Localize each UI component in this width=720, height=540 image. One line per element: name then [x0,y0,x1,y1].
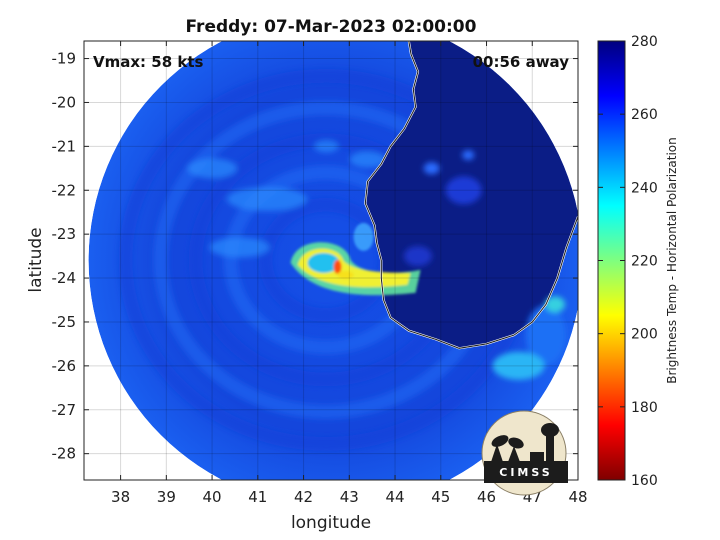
colorbar-tick-label: 220 [631,254,658,270]
y-tick-label: -19 [52,50,77,68]
x-tick-label: 44 [385,488,404,506]
x-tick-label: 40 [203,488,222,506]
x-tick-label: 39 [157,488,176,506]
y-tick-label: -22 [52,181,77,199]
colorbar-tick-label: 240 [631,180,658,196]
logo-text: CIMSS [499,466,552,479]
time-away-annotation: 00:56 away [473,53,570,71]
x-tick-label: 43 [340,488,359,506]
vmax-annotation: Vmax: 58 kts [93,53,203,71]
cloud-patch [187,158,238,179]
x-tick-label: 42 [294,488,313,506]
land-cell [445,176,482,205]
x-tick-label: 41 [248,488,267,506]
land-cell [492,351,545,380]
y-tick-label: -20 [52,93,77,111]
eyewall-cell [337,270,354,279]
y-tick-label: -23 [52,225,77,243]
y-tick-label: -28 [52,445,77,463]
y-axis: -19 -20 -21 -22 -23 -24 -25 -26 -27 -28 [52,50,578,463]
y-tick-label: -25 [52,313,77,331]
y-tick-label: -21 [52,137,77,155]
x-axis-label: longitude [291,513,371,533]
cloud-patch [314,140,339,153]
x-tick-label: 46 [477,488,496,506]
colorbar-tick-label: 160 [631,473,658,489]
land-cell [525,305,566,366]
y-tick-label: -24 [52,269,77,287]
feeder-band [353,222,374,251]
chart-title: Freddy: 07-Mar-2023 02:00:00 [186,17,477,37]
y-axis-label: latitude [26,227,46,292]
cloud-patch [226,187,307,212]
x-tick-label: 38 [111,488,130,506]
land-cells [403,150,566,380]
colorbar-tick-label: 180 [631,400,658,416]
plot-frame [83,40,579,481]
cloud-patch [209,237,270,258]
x-tick-label: 48 [568,488,587,506]
eyewall-hot-spot [333,259,342,274]
cloud-patch [349,151,386,168]
x-tick-label: 45 [431,488,450,506]
land-cell [403,246,432,267]
y-tick-label: -26 [52,357,77,375]
land-cell [545,296,566,313]
colorbar-ticks: 160 180 200 220 240 260 280 [598,34,658,489]
land-cell [462,150,475,161]
colorbar-tick-label: 260 [631,107,658,123]
colorbar-tick-label: 200 [631,327,658,343]
land-cell [423,162,440,175]
cimss-logo: CIMSS [481,410,568,496]
storm-eye [307,252,340,273]
brightness-temp-swath [88,41,578,480]
coastline-outside-swath [364,41,578,349]
colorbar-label: Brightness Temp - Horizontal Polarizatio… [665,137,679,384]
colorbar-tick-label: 280 [631,34,658,50]
y-tick-label: -27 [52,401,77,419]
